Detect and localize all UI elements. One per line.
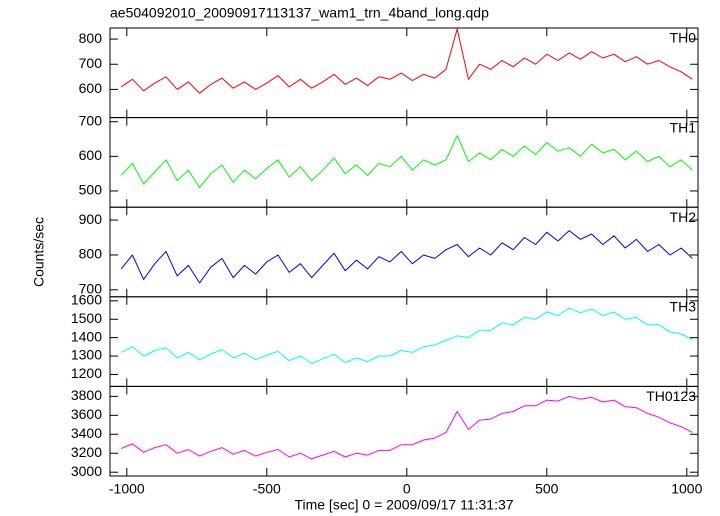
x-tick-label: -1000 — [109, 481, 145, 497]
light-curve — [120, 135, 693, 188]
y-axis-label: Counts/sec — [31, 217, 47, 287]
y-tick-label: 1400 — [71, 328, 102, 344]
y-tick-label: 700 — [79, 112, 103, 128]
y-tick-label: 1600 — [71, 292, 102, 308]
panel-label: TH2 — [670, 209, 697, 225]
y-tick-label: 600 — [79, 147, 103, 163]
panel-frame — [109, 27, 699, 119]
y-tick-label: 1500 — [71, 310, 102, 326]
y-tick-label: 1300 — [71, 347, 102, 363]
y-tick-label: 3200 — [71, 444, 102, 460]
y-tick-label: 800 — [79, 30, 103, 46]
panel-frame — [109, 296, 699, 387]
y-tick-label: 500 — [79, 182, 103, 198]
y-tick-label: 800 — [79, 246, 103, 262]
y-tick-label: 3400 — [71, 425, 102, 441]
panel-frame — [109, 206, 699, 298]
y-tick-label: 1200 — [71, 365, 102, 381]
y-tick-label: 3800 — [71, 387, 102, 403]
light-curve — [120, 307, 693, 364]
x-tick-label: -500 — [253, 481, 281, 497]
x-axis-label: Time [sec] 0 = 2009/09/17 11:31:37 — [294, 497, 513, 513]
panel-frame — [109, 385, 699, 477]
y-tick-label: 700 — [79, 281, 103, 297]
light-curve — [120, 230, 693, 284]
x-tick-label: 0 — [403, 481, 411, 497]
panel-label: TH1 — [670, 119, 697, 135]
y-tick-label: 600 — [79, 80, 103, 96]
y-tick-label: 700 — [79, 55, 103, 71]
chart-title: ae504092010_20090917113137_wam1_trn_4ban… — [110, 5, 489, 21]
light-curve — [121, 395, 693, 460]
y-tick-label: 3000 — [71, 463, 102, 479]
y-tick-label: 3600 — [71, 406, 102, 422]
panel-label: TH0123 — [646, 388, 696, 404]
panel-label: TH3 — [670, 299, 697, 315]
panel-frame — [109, 117, 699, 208]
x-tick-label: 500 — [535, 481, 559, 497]
light-curve — [120, 28, 693, 94]
y-tick-label: 900 — [79, 211, 103, 227]
panel-label: TH0 — [670, 30, 697, 46]
x-tick-label: 1000 — [671, 481, 702, 497]
